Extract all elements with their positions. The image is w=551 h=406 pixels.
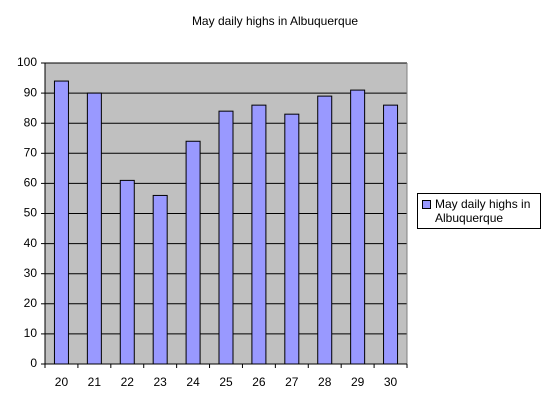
x-tick-label: 30 bbox=[384, 375, 398, 389]
x-tick-label: 24 bbox=[186, 375, 200, 389]
x-tick-label: 26 bbox=[252, 375, 266, 389]
bar bbox=[185, 140, 201, 365]
x-tick-label: 20 bbox=[55, 375, 69, 389]
chart-title: May daily highs in Albuquerque bbox=[192, 14, 358, 28]
x-tick-label: 25 bbox=[219, 375, 233, 389]
x-tick-label: 28 bbox=[318, 375, 332, 389]
y-tick-label: 70 bbox=[24, 145, 38, 159]
y-tick-label: 20 bbox=[24, 296, 38, 310]
bar bbox=[152, 194, 168, 365]
bar bbox=[119, 179, 135, 365]
x-tick-label: 21 bbox=[88, 375, 102, 389]
y-tick-label: 30 bbox=[24, 266, 38, 280]
y-tick-label: 0 bbox=[30, 356, 37, 370]
bar bbox=[317, 95, 333, 365]
x-tick-label: 22 bbox=[121, 375, 135, 389]
legend: May daily highs in Albuquerque bbox=[417, 193, 541, 229]
bar bbox=[251, 104, 267, 365]
legend-label: May daily highs in Albuquerque bbox=[435, 197, 531, 225]
bar bbox=[86, 92, 102, 365]
x-tick-label: 23 bbox=[154, 375, 168, 389]
y-tick-label: 100 bbox=[17, 55, 37, 69]
y-tick-label: 40 bbox=[24, 236, 38, 250]
bar bbox=[350, 89, 366, 365]
bar bbox=[53, 80, 69, 365]
bar bbox=[284, 113, 300, 365]
y-tick-label: 90 bbox=[24, 85, 38, 99]
bar bbox=[218, 110, 234, 365]
y-tick-label: 80 bbox=[24, 115, 38, 129]
bar bbox=[383, 104, 399, 365]
x-tick-label: 27 bbox=[285, 375, 299, 389]
x-tick-label: 29 bbox=[351, 375, 365, 389]
y-tick-label: 50 bbox=[24, 206, 38, 220]
legend-swatch bbox=[422, 200, 431, 209]
y-tick-label: 60 bbox=[24, 176, 38, 190]
y-tick-label: 10 bbox=[24, 326, 38, 340]
